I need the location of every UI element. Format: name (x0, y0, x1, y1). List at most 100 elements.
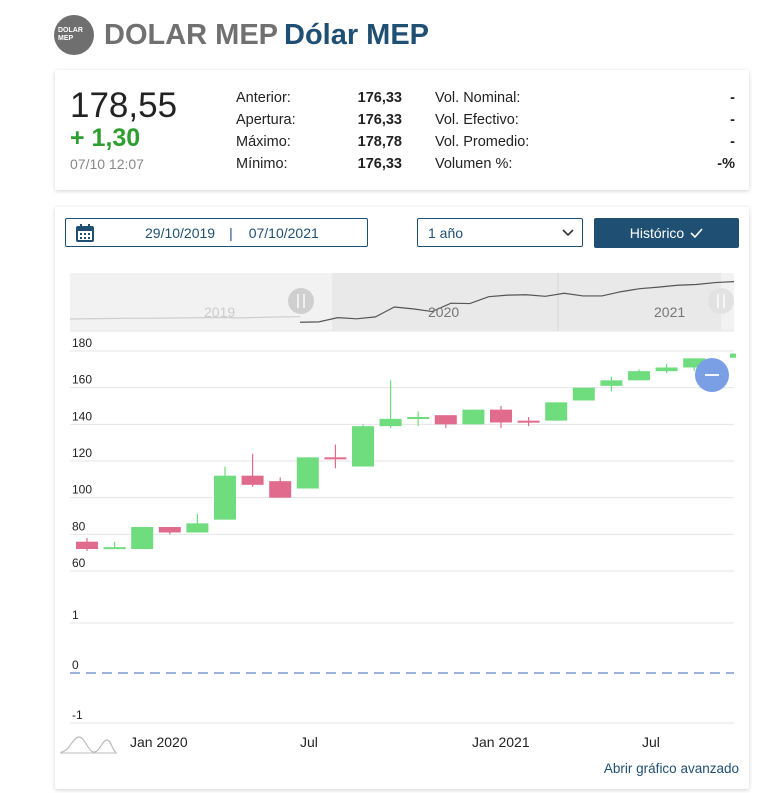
candle[interactable] (517, 417, 540, 427)
candle[interactable] (628, 369, 650, 381)
candle[interactable] (76, 538, 98, 551)
chevron-down-icon (562, 228, 574, 236)
navigator[interactable]: 2019 2020 2021 (69, 273, 735, 331)
price-tick-label: 120 (72, 446, 92, 460)
instrument-logo: DOLAR MEP (54, 15, 94, 55)
x-tick-label: Jan 2021 (472, 734, 530, 750)
candle-body (545, 402, 568, 421)
candle-body (241, 475, 264, 485)
candle[interactable] (730, 353, 736, 358)
instrument-header: DOLAR MEP DOLAR MEP Dólar MEP (54, 12, 429, 58)
candle-body (572, 387, 595, 401)
historico-button[interactable]: Histórico (594, 218, 739, 248)
navigator-handle-left[interactable] (288, 288, 314, 314)
stat-label-vol-nominal: Vol. Nominal: (435, 90, 521, 106)
volume-axis: -1 0 1 (72, 608, 83, 722)
candlestick-chart[interactable]: 2019 2020 2021 60 80 100 120 140 160 180 -1 0 1 … (55, 207, 749, 767)
volume-grid (70, 622, 734, 724)
candle[interactable] (407, 411, 430, 427)
candle-body (600, 380, 623, 386)
price-tick-label: 60 (72, 556, 86, 570)
candle[interactable] (296, 457, 319, 489)
candle-body (103, 547, 126, 550)
check-icon (690, 228, 703, 238)
candle[interactable] (214, 466, 236, 520)
quote-time: 07/10 12:07 (70, 156, 144, 172)
navigator-label-2020: 2020 (428, 304, 459, 320)
candle[interactable] (158, 527, 181, 535)
volume-tick-label: -1 (72, 708, 83, 722)
candles[interactable] (76, 353, 736, 551)
date-from[interactable]: 29/10/2019 (145, 224, 216, 241)
price-change: + 1,30 (70, 124, 141, 152)
instrument-title: DOLAR MEP Dólar MEP (104, 19, 429, 52)
candle[interactable] (545, 402, 568, 421)
candle[interactable] (462, 409, 485, 425)
historico-button-label: Histórico (629, 225, 685, 241)
candle-body (158, 527, 181, 533)
candle[interactable] (490, 406, 512, 428)
candle[interactable] (379, 380, 402, 428)
stat-label-vol-efectivo: Vol. Efectivo: (435, 112, 519, 128)
stat-label-maximo: Máximo: (236, 134, 291, 150)
candle-body (296, 457, 319, 489)
candle-body (434, 415, 457, 425)
candle[interactable] (572, 387, 595, 401)
stat-value-vol-promedio: - (730, 134, 735, 150)
candle-body (683, 358, 706, 368)
candle-body (462, 409, 485, 425)
price-grid (70, 350, 734, 572)
candle[interactable] (131, 527, 154, 549)
candle[interactable] (434, 415, 457, 428)
calendar-icon (76, 223, 94, 242)
navigator-handle-right[interactable] (708, 288, 734, 314)
candle-body (730, 353, 736, 358)
price-tick-label: 100 (72, 483, 92, 497)
navigator-label-2021: 2021 (654, 304, 685, 320)
candle-body (655, 367, 678, 372)
candle-body (131, 527, 154, 549)
candle[interactable] (600, 376, 623, 392)
volume-tick-label: 0 (72, 658, 79, 672)
candle[interactable] (103, 541, 126, 550)
navigator-label-2019: 2019 (204, 304, 235, 320)
stat-value-maximo: 178,78 (357, 134, 402, 150)
instrument-symbol: DOLAR MEP (104, 18, 278, 51)
navigator-series (299, 281, 735, 323)
candle[interactable] (269, 477, 292, 498)
range-select[interactable]: 1 año (417, 218, 583, 247)
candle-body (76, 541, 98, 549)
candle[interactable] (324, 444, 347, 469)
stat-value-volumen-pct: -% (717, 156, 735, 172)
candle-body (324, 457, 347, 460)
instrument-name: Dólar MEP (284, 18, 430, 51)
volume-tick-label: 1 (72, 608, 79, 622)
stat-label-apertura: Apertura: (236, 112, 296, 128)
stat-label-minimo: Mínimo: (236, 156, 288, 172)
range-selected-value: 1 año (428, 224, 464, 241)
quote-card: 178,55 + 1,30 07/10 12:07 Anterior: 176,… (55, 70, 749, 190)
candle[interactable] (683, 358, 706, 372)
navigator-selection[interactable] (332, 273, 721, 331)
navigator-series-outside (69, 316, 301, 320)
candle[interactable] (352, 424, 374, 467)
advanced-chart-link[interactable]: Abrir gráfico avanzado (603, 761, 739, 776)
candle-body (490, 409, 512, 423)
price-axis: 60 80 100 120 140 160 180 (72, 336, 92, 570)
candle[interactable] (655, 363, 678, 373)
date-to[interactable]: 07/10/2021 (248, 224, 319, 241)
x-tick-label: Jul (300, 734, 318, 750)
zoom-out-button[interactable] (695, 358, 729, 392)
x-tick-label: Jul (642, 734, 660, 750)
price-tick-label: 140 (72, 409, 92, 423)
stat-value-anterior: 176,33 (357, 90, 402, 106)
x-tick-label: Jan 2020 (130, 734, 188, 750)
stat-value-apertura: 176,33 (357, 112, 402, 128)
date-range-picker[interactable]: 29/10/2019 | 07/10/2021 (65, 218, 368, 247)
stat-value-minimo: 176,33 (357, 156, 402, 172)
mini-chart-icon[interactable] (60, 736, 117, 754)
candle[interactable] (241, 453, 264, 487)
chart-card: 29/10/2019 | 07/10/2021 1 año Histórico … (55, 207, 749, 789)
candle-body (269, 481, 292, 498)
candle[interactable] (186, 514, 209, 533)
